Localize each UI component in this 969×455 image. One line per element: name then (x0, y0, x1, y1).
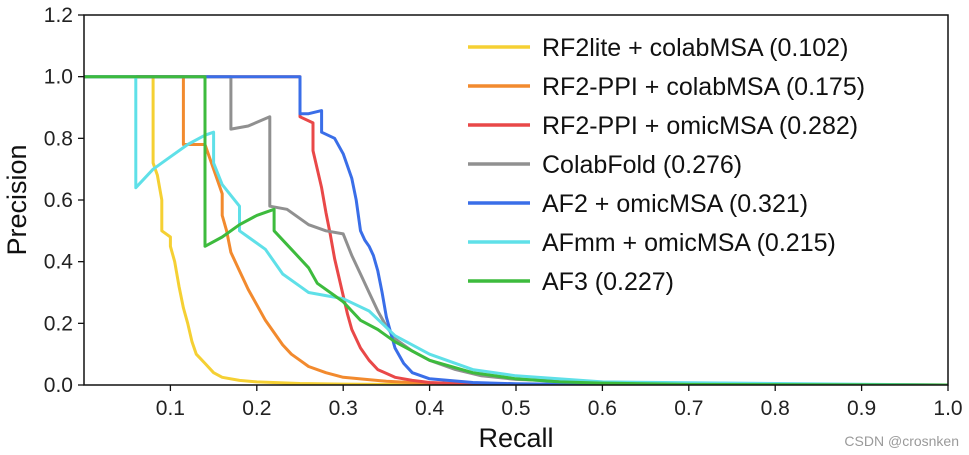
x-tick-label: 0.8 (761, 397, 790, 420)
y-tick-label: 0.6 (44, 189, 73, 212)
legend-entry-label: AF2 + omicMSA (0.321) (542, 190, 808, 218)
y-tick-label: 1.2 (44, 4, 73, 27)
series-line-6-afmm (84, 75, 948, 385)
watermark: CSDN @crosnken (844, 433, 959, 449)
axes-frame (83, 14, 949, 386)
legend-entry-label: AFmm + omicMSA (0.215) (542, 229, 836, 257)
y-tick-label: 0.4 (44, 251, 74, 274)
legend-entry-label: RF2-PPI + colabMSA (0.175) (542, 73, 865, 101)
series-line-1-rf2lite (84, 75, 948, 385)
y-tick-label: 1.0 (44, 66, 73, 89)
y-axis: 0.0 0.2 0.4 0.6 0.8 1.0 1.2 (44, 4, 84, 397)
x-tick-label: 0.3 (329, 397, 358, 420)
x-tick-label: 0.2 (242, 397, 271, 420)
series-line-2-rf2-ppi (84, 75, 948, 385)
series-line-4-colabfold (84, 75, 948, 385)
x-axis: 0.1 0.2 0.3 0.4 0.5 0.6 0.7 0.8 0.9 1.0 (156, 385, 963, 420)
legend: RF2lite + colabMSA (0.102) RF2-PPI + cola… (468, 34, 865, 296)
x-tick-label: 1.0 (933, 397, 962, 420)
x-tick-label: 0.1 (156, 397, 185, 420)
series-line-7-af3 (84, 75, 948, 385)
y-axis-title: Precision (2, 144, 32, 255)
x-tick-label: 0.6 (588, 397, 617, 420)
series-layer (84, 75, 948, 385)
legend-entry-label: RF2-PPI + omicMSA (0.282) (542, 112, 858, 140)
y-tick-label: 0.0 (44, 374, 73, 397)
x-tick-label: 0.5 (501, 397, 530, 420)
legend-entry-label: AF3 (0.227) (542, 268, 674, 296)
legend-entry-label: ColabFold (0.276) (542, 151, 742, 179)
x-tick-label: 0.9 (847, 397, 876, 420)
legend-entry-label: RF2lite + colabMSA (0.102) (542, 34, 848, 62)
x-axis-title: Recall (478, 423, 553, 453)
x-tick-label: 0.4 (415, 397, 445, 420)
x-tick-label: 0.7 (674, 397, 703, 420)
series-line-5-af2 (84, 75, 948, 385)
y-tick-label: 0.2 (44, 312, 73, 335)
y-tick-label: 0.8 (44, 127, 73, 150)
